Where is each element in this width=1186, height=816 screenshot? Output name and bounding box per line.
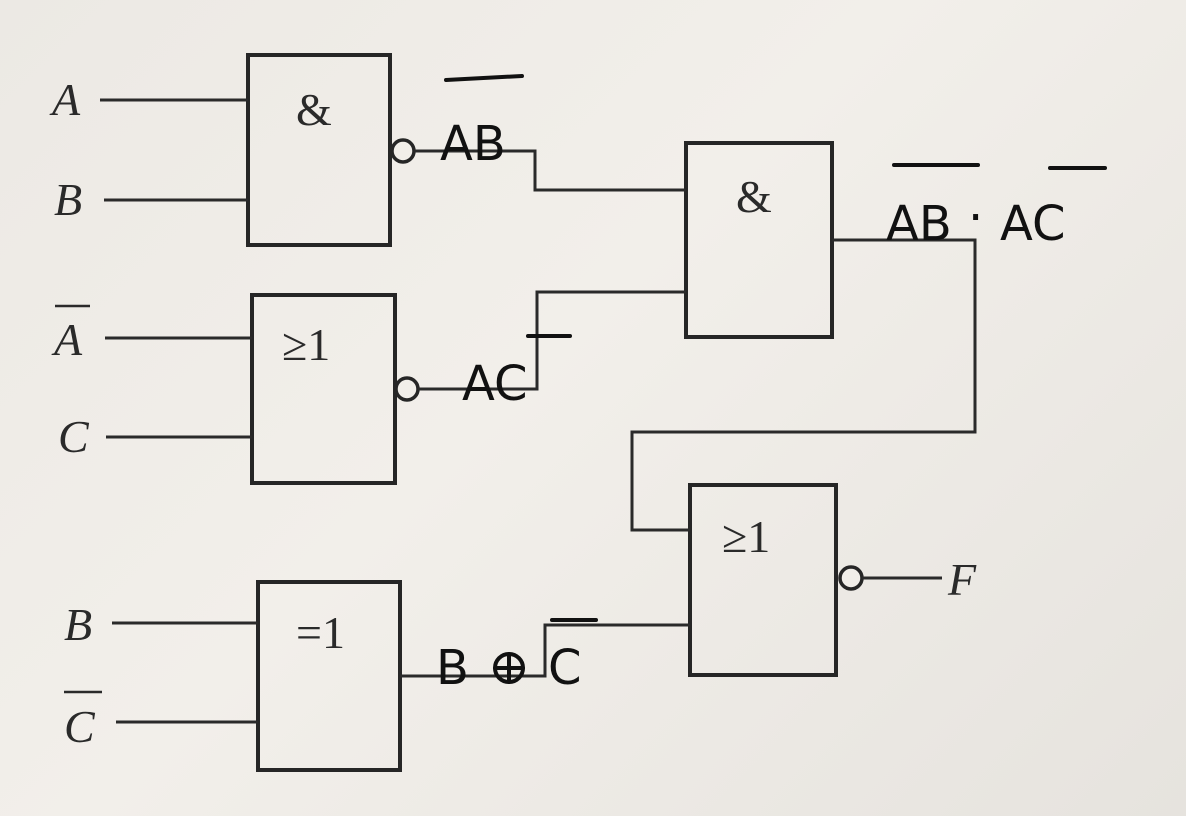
gate-xnor-bc-symbol: =1 — [296, 607, 345, 658]
bar-annotation-ab — [444, 74, 524, 82]
wire-nand-to-and — [414, 149, 686, 192]
wire-xnor-to-nor — [400, 623, 690, 678]
annotation-combo-dot: · — [968, 190, 983, 246]
gate-nand-ab-bubble — [390, 138, 416, 164]
label-input-a: A — [49, 74, 81, 125]
gate-nor-ac-symbol: ≥1 — [282, 319, 330, 370]
label-output-f: F — [947, 554, 977, 605]
xor-symbol-icon — [493, 652, 525, 684]
label-input-a-bar: A — [51, 314, 83, 365]
wire-and-to-nor — [630, 238, 977, 532]
gate-nor-final-symbol: ≥1 — [722, 511, 770, 562]
gate-nor-final — [688, 483, 838, 677]
annotation-ac: AC — [462, 356, 528, 412]
label-input-c: C — [58, 411, 90, 462]
annotation-xor-c: C — [548, 640, 582, 696]
label-input-c-bar: C — [64, 701, 96, 752]
annotation-combo-right: AC — [1000, 196, 1066, 252]
gate-and-out-symbol: & — [736, 171, 772, 222]
label-input-b2: B — [64, 599, 92, 650]
gate-nand-ab — [246, 53, 392, 247]
annotation-xor-b: B — [436, 640, 469, 696]
wire-nor-to-and — [418, 290, 686, 391]
annotation-combo-left: AB — [886, 196, 952, 252]
gate-nor-final-bubble — [838, 565, 864, 591]
label-input-b1: B — [54, 174, 82, 225]
gate-nor-ac-bubble — [394, 376, 420, 402]
gate-nand-ab-symbol: & — [296, 84, 332, 135]
annotation-ab: AB — [440, 116, 506, 172]
